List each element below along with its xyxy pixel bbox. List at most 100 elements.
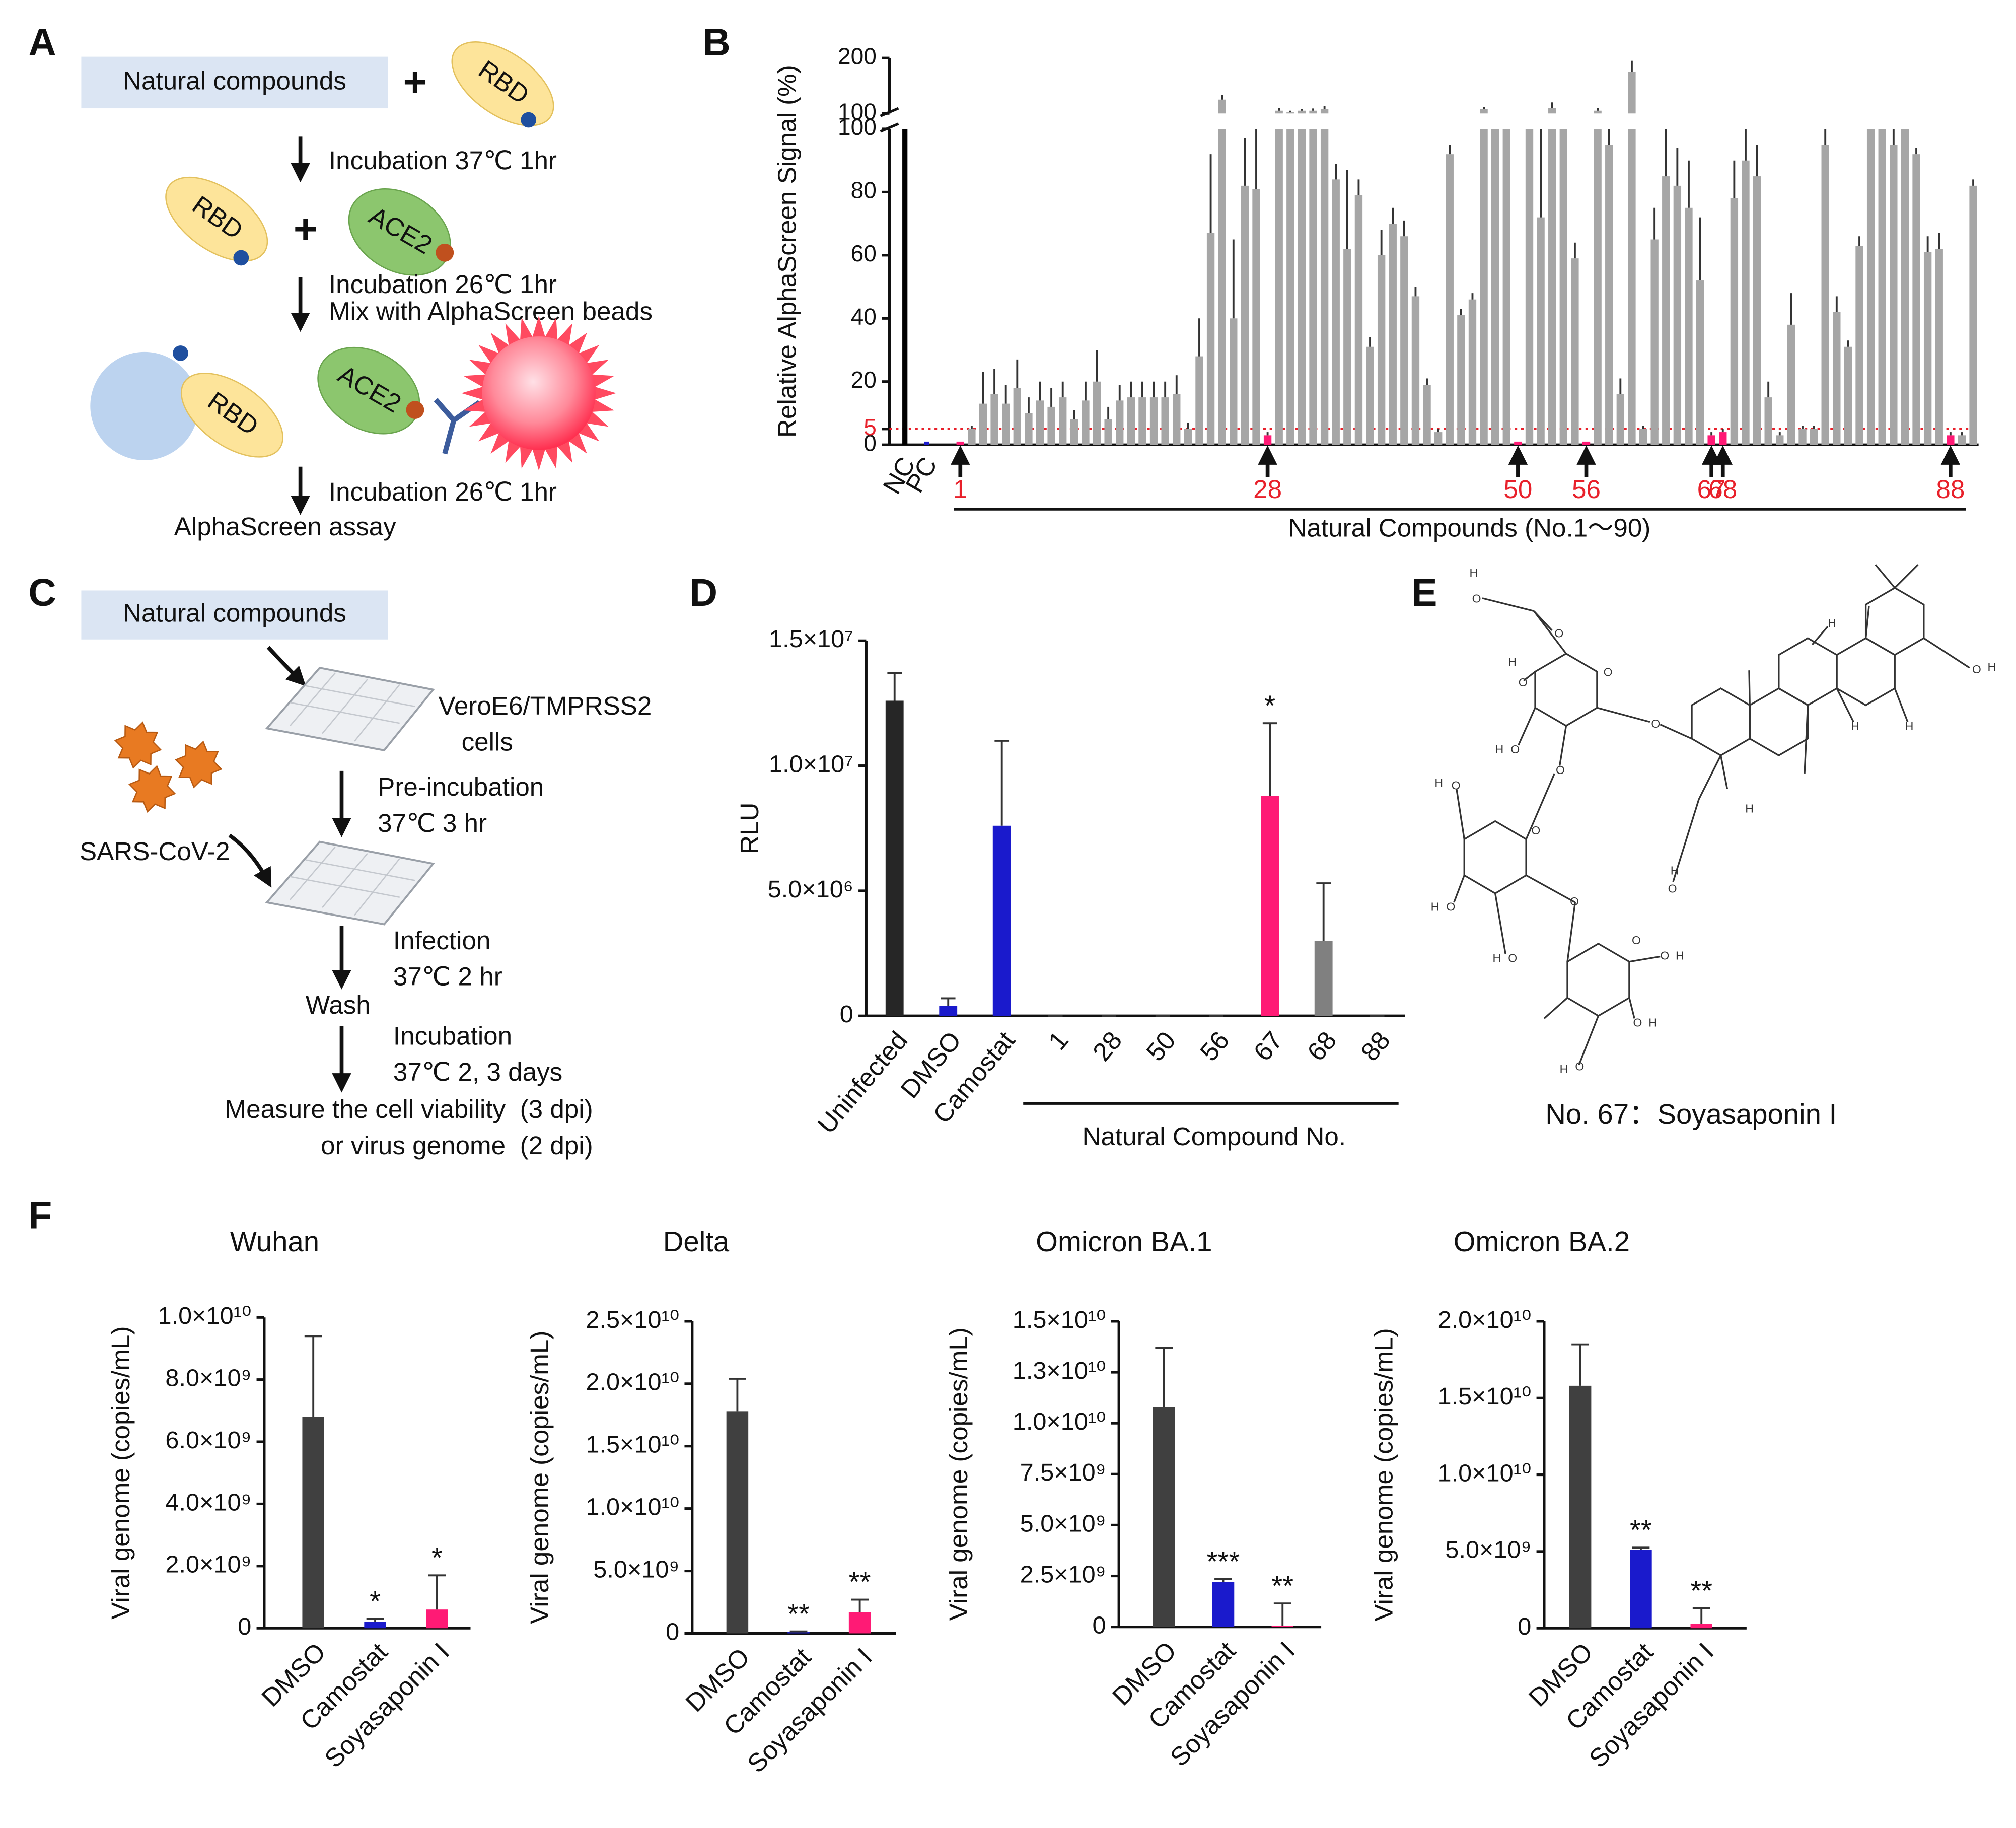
step-label: Incubation bbox=[393, 1021, 512, 1050]
bar bbox=[1263, 435, 1272, 445]
bar-upper bbox=[1298, 110, 1306, 114]
y-tick-label: 0 bbox=[840, 1001, 853, 1028]
bar bbox=[1366, 346, 1374, 445]
bar-upper bbox=[1628, 72, 1636, 114]
step-label: Incubation 26℃ 1hr bbox=[329, 477, 557, 506]
x-tick-label: 1 bbox=[953, 475, 967, 504]
bar bbox=[1082, 400, 1090, 445]
bar bbox=[1025, 413, 1033, 445]
y-tick-label: 40 bbox=[851, 303, 877, 329]
panel-label: A bbox=[28, 21, 56, 64]
bar bbox=[1218, 128, 1226, 445]
bar bbox=[1798, 429, 1807, 445]
atom: H bbox=[1988, 660, 1996, 673]
y-tick-label: 5.0×10⁶ bbox=[768, 876, 853, 903]
y-tick-label: 5.0×10⁹ bbox=[593, 1556, 679, 1583]
step-label: Incubation 26℃ 1hr bbox=[329, 270, 557, 299]
plate-grid bbox=[290, 847, 415, 916]
panel-label: C bbox=[28, 571, 56, 614]
bar bbox=[1776, 435, 1784, 445]
bar bbox=[1314, 941, 1333, 1016]
bar bbox=[885, 700, 904, 1016]
y-tick-label: 1.0×10¹⁰ bbox=[158, 1302, 252, 1329]
bar bbox=[1013, 388, 1021, 445]
significance-mark: *** bbox=[1207, 1545, 1240, 1577]
readout-label: or virus genome (2 dpi) bbox=[321, 1131, 593, 1160]
bar bbox=[1923, 252, 1932, 445]
bar bbox=[1377, 255, 1386, 445]
significance-mark: ** bbox=[787, 1598, 810, 1630]
bar bbox=[1912, 154, 1920, 445]
compound-box bbox=[81, 590, 388, 640]
atom: O bbox=[1660, 949, 1669, 962]
bar bbox=[956, 441, 964, 445]
bar bbox=[1901, 128, 1909, 445]
bar bbox=[1696, 280, 1704, 445]
panel-label: E bbox=[1411, 571, 1437, 614]
atom: H bbox=[1828, 616, 1836, 629]
significance-mark: * bbox=[1264, 689, 1275, 721]
rbd: RBD bbox=[180, 372, 283, 458]
bar bbox=[1764, 397, 1772, 445]
bar bbox=[1343, 249, 1351, 445]
y-tick-label: 1.5×10¹⁰ bbox=[1438, 1383, 1532, 1410]
y-tick-label: 2.0×10⁹ bbox=[165, 1551, 251, 1578]
atom: O bbox=[1519, 676, 1528, 689]
chart-title: Delta bbox=[663, 1226, 730, 1257]
bar bbox=[1650, 239, 1659, 445]
y-tick-label: 1.0×10¹⁰ bbox=[1013, 1408, 1106, 1435]
plus: + bbox=[294, 206, 318, 252]
virus bbox=[175, 740, 223, 789]
y-tick-label: 5 bbox=[863, 414, 877, 440]
bar bbox=[1821, 145, 1829, 445]
y-tick-label: 0 bbox=[1093, 1611, 1106, 1639]
bar bbox=[1173, 394, 1181, 445]
bar bbox=[1400, 236, 1408, 445]
y-tick-label: 100 bbox=[838, 114, 877, 140]
bar-upper bbox=[1548, 108, 1556, 114]
y-tick-label: 5.0×10⁹ bbox=[1020, 1510, 1106, 1537]
plate-grid bbox=[290, 672, 415, 742]
bar bbox=[1935, 249, 1943, 445]
bar bbox=[1594, 128, 1602, 445]
bar bbox=[1866, 128, 1875, 445]
bar bbox=[1548, 128, 1556, 445]
bar bbox=[1810, 429, 1818, 445]
bar bbox=[1138, 397, 1146, 445]
bar bbox=[1332, 179, 1340, 445]
step-label: Incubation 37℃ 1hr bbox=[329, 146, 557, 175]
atom: H bbox=[1493, 952, 1501, 965]
structure-e: H O O H O H O O O O H O O H O H O O O O … bbox=[1431, 564, 1996, 1130]
bar bbox=[302, 1417, 324, 1629]
x-tick-label: 68 bbox=[1708, 475, 1737, 504]
bar bbox=[1104, 419, 1112, 445]
y-tick-label: 6.0×10⁹ bbox=[165, 1427, 251, 1454]
y-axis-label: Viral genome (copies/mL) bbox=[944, 1327, 973, 1621]
significance-mark: ** bbox=[1630, 1514, 1652, 1545]
atom: O bbox=[1446, 900, 1455, 913]
bar bbox=[1742, 160, 1750, 445]
atom: O bbox=[1452, 779, 1461, 792]
cells-label: cells bbox=[462, 728, 513, 756]
bar bbox=[1569, 1385, 1592, 1629]
step-label: Mix with AlphaScreen beads bbox=[329, 297, 653, 326]
bar bbox=[1457, 315, 1465, 445]
bar bbox=[939, 1006, 958, 1016]
diagram-c: Natural compounds VeroE6/TMPRSS2 cells S… bbox=[80, 590, 652, 1160]
bar-upper bbox=[1275, 110, 1283, 114]
ace2: ACE2 bbox=[317, 346, 420, 435]
atom: O bbox=[1972, 663, 1981, 676]
bar bbox=[726, 1411, 749, 1634]
bar bbox=[1707, 435, 1715, 445]
bar bbox=[426, 1609, 448, 1629]
bar bbox=[1639, 429, 1647, 445]
cells-label: VeroE6/TMPRSS2 bbox=[439, 691, 652, 720]
atom: H bbox=[1676, 949, 1684, 962]
y-tick-label: 2.0×10¹⁰ bbox=[586, 1369, 679, 1396]
bar bbox=[1093, 381, 1101, 445]
bar bbox=[979, 403, 987, 445]
bar bbox=[1844, 346, 1852, 445]
bar bbox=[1491, 128, 1499, 445]
bar bbox=[1149, 397, 1158, 445]
